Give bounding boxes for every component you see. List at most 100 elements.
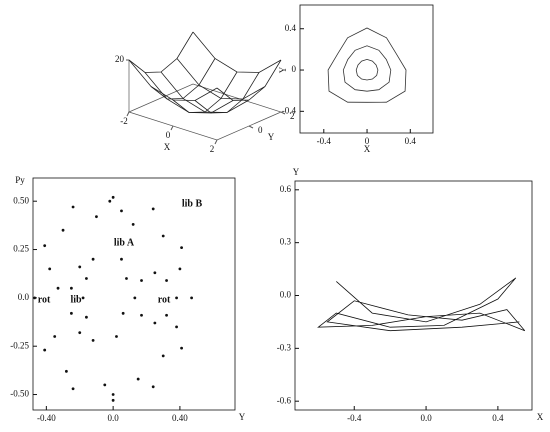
contour-line bbox=[355, 58, 379, 81]
orbit-point bbox=[140, 279, 143, 282]
orbit-point bbox=[61, 228, 65, 232]
x-axis-label: X bbox=[164, 142, 171, 152]
orbit-point bbox=[111, 195, 115, 199]
contour-line bbox=[342, 45, 392, 92]
orbit-point bbox=[153, 271, 157, 275]
orbit-point bbox=[85, 277, 88, 280]
orbit-point bbox=[115, 335, 118, 338]
surface-line bbox=[150, 58, 216, 100]
orbit-point bbox=[151, 385, 155, 389]
orbit-point bbox=[78, 265, 82, 269]
orbit-point bbox=[71, 205, 75, 209]
surface-line bbox=[192, 31, 282, 73]
surface-line bbox=[144, 72, 234, 114]
orbit-point bbox=[151, 207, 155, 211]
x-tick-label: 0.40 bbox=[172, 413, 188, 423]
orbit-point bbox=[121, 311, 125, 315]
y-tick-label: 0.25 bbox=[13, 244, 29, 254]
surface-line bbox=[128, 59, 218, 101]
y-tick-label: -0.6 bbox=[277, 395, 292, 405]
y-axis-label: Y bbox=[268, 132, 275, 142]
orbit-point bbox=[111, 393, 115, 396]
orbit-point bbox=[165, 279, 168, 282]
x-axis-label: Y bbox=[239, 412, 246, 422]
orbit-point bbox=[56, 286, 60, 290]
orbit-point bbox=[43, 244, 47, 248]
y-tick-label: 0 bbox=[292, 64, 297, 74]
orbit-point bbox=[136, 377, 140, 381]
annotation: lib B bbox=[182, 198, 203, 209]
orbit-point bbox=[120, 257, 123, 261]
orbit-point bbox=[178, 267, 182, 271]
annotation: lib A bbox=[114, 237, 135, 248]
y-tick-label: 0.50 bbox=[13, 195, 29, 205]
x-tick-label: 2 bbox=[210, 144, 215, 154]
y-tick bbox=[280, 111, 286, 115]
orbit-point bbox=[175, 296, 178, 300]
x-tick-label: 0 bbox=[365, 136, 370, 146]
x-axis-label: X bbox=[364, 144, 371, 154]
y-tick-label: -0.50 bbox=[10, 389, 29, 399]
surface-line bbox=[194, 72, 260, 114]
orbit-point bbox=[81, 296, 85, 300]
x-tick-label: -0.40 bbox=[37, 413, 56, 423]
orbit-point bbox=[180, 346, 183, 350]
z-tick-label: 20 bbox=[115, 54, 125, 64]
orbit-point bbox=[180, 246, 183, 250]
orbit-point bbox=[69, 311, 73, 315]
x-tick bbox=[170, 125, 174, 131]
surface-line bbox=[172, 71, 238, 113]
orbit-point bbox=[48, 267, 52, 271]
orbit-point bbox=[111, 398, 115, 402]
orbit-point bbox=[43, 348, 47, 352]
trajectory bbox=[317, 277, 526, 332]
x-tick-label: 0.4 bbox=[492, 413, 504, 423]
x-tick-label: 0.0 bbox=[420, 413, 432, 423]
x-tick-label: 0 bbox=[166, 130, 171, 140]
x-axis-label: X bbox=[537, 412, 544, 422]
plot-frame bbox=[294, 180, 533, 411]
x-tick-label: -0.4 bbox=[347, 413, 362, 423]
y-tick-label: 0 bbox=[258, 125, 263, 135]
annotation: lib bbox=[70, 294, 82, 305]
x-tick-label: -2 bbox=[120, 116, 128, 126]
orbit-point bbox=[125, 277, 128, 280]
orbit-point bbox=[33, 296, 37, 300]
surface-line bbox=[160, 71, 250, 113]
x-tick-label: 0.4 bbox=[405, 136, 417, 146]
orbit-point bbox=[91, 257, 95, 261]
plot-frame bbox=[299, 4, 434, 134]
annotation: rot bbox=[158, 294, 171, 305]
orbit-point bbox=[85, 315, 88, 319]
y-tick-label: 0.3 bbox=[280, 237, 292, 247]
orbit-point bbox=[153, 321, 157, 325]
surface-line bbox=[176, 58, 266, 100]
orbit-point bbox=[161, 354, 165, 358]
orbit-point bbox=[131, 223, 135, 226]
orbit-point bbox=[120, 209, 123, 213]
orbit-point bbox=[133, 296, 137, 300]
y-axis-label: Py bbox=[15, 175, 25, 185]
y-tick-label: 0.0 bbox=[280, 290, 292, 300]
orbit-point bbox=[161, 234, 165, 238]
contour-line bbox=[327, 27, 407, 103]
x-tick-label: 0.0 bbox=[108, 413, 120, 423]
y-axis-label: Y bbox=[278, 66, 288, 73]
orbit-point bbox=[78, 331, 82, 335]
annotation: rot bbox=[38, 294, 51, 305]
y-tick-label: 0.0 bbox=[18, 292, 30, 302]
orbit-point bbox=[190, 296, 193, 300]
orbit-point bbox=[53, 335, 57, 338]
orbit-point bbox=[71, 387, 75, 391]
orbit-point bbox=[103, 383, 107, 387]
orbit-point bbox=[95, 215, 98, 219]
y-tick bbox=[248, 125, 254, 129]
x-tick-label: -0.4 bbox=[317, 136, 332, 146]
y-tick-label: -0.3 bbox=[277, 342, 292, 352]
y-tick-label: 2 bbox=[290, 111, 295, 121]
orbit-point bbox=[64, 369, 68, 373]
orbit-point bbox=[165, 313, 168, 317]
orbit-point bbox=[108, 199, 112, 203]
orbit-point bbox=[175, 325, 178, 329]
